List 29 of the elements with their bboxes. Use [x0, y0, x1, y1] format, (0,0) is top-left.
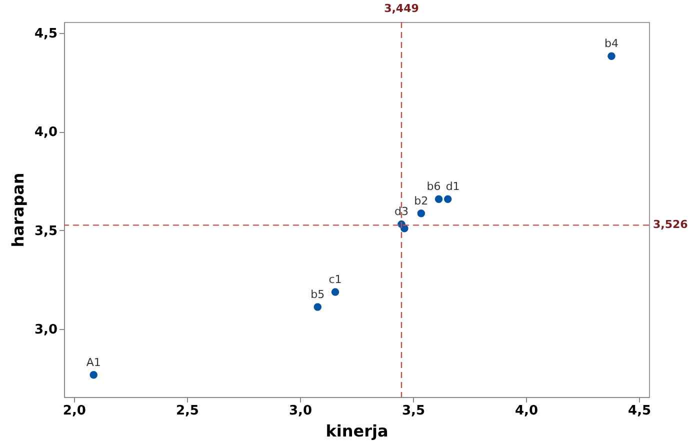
x-tick-label: 2,0 [62, 404, 86, 418]
annotation: A1 [86, 356, 101, 369]
annotation: c1 [328, 273, 342, 286]
y-tick-label: 3,5 [34, 224, 58, 239]
y-tick-label: 3,0 [34, 322, 58, 338]
x-tick-label: 4,0 [515, 404, 538, 418]
y-tick-label: 4,5 [34, 26, 58, 42]
point [444, 195, 452, 204]
ref-line-label: 3,449 [384, 2, 419, 15]
annotation: b2 [414, 194, 428, 208]
annotation: d3 [394, 205, 408, 218]
point [314, 303, 322, 311]
point [417, 209, 426, 218]
x-tick-label: 4,5 [628, 404, 652, 418]
point [331, 288, 340, 296]
point [608, 52, 616, 60]
annotation: d1 [446, 180, 460, 194]
annotation: b5 [310, 288, 325, 302]
ref-line-label: 3,526 [653, 218, 688, 232]
point [90, 371, 98, 379]
y-axis-title: harapan [8, 172, 28, 248]
point [434, 195, 443, 204]
annotation: b4 [604, 37, 618, 50]
x-tick-label: 3,0 [288, 404, 312, 418]
x-tick-label: 3,5 [402, 404, 426, 418]
x-tick-label: 2,5 [176, 404, 199, 418]
x-axis-title: kinerja [326, 422, 388, 440]
y-tick-label: 4,0 [34, 125, 58, 140]
annotation: b6 [426, 180, 441, 194]
